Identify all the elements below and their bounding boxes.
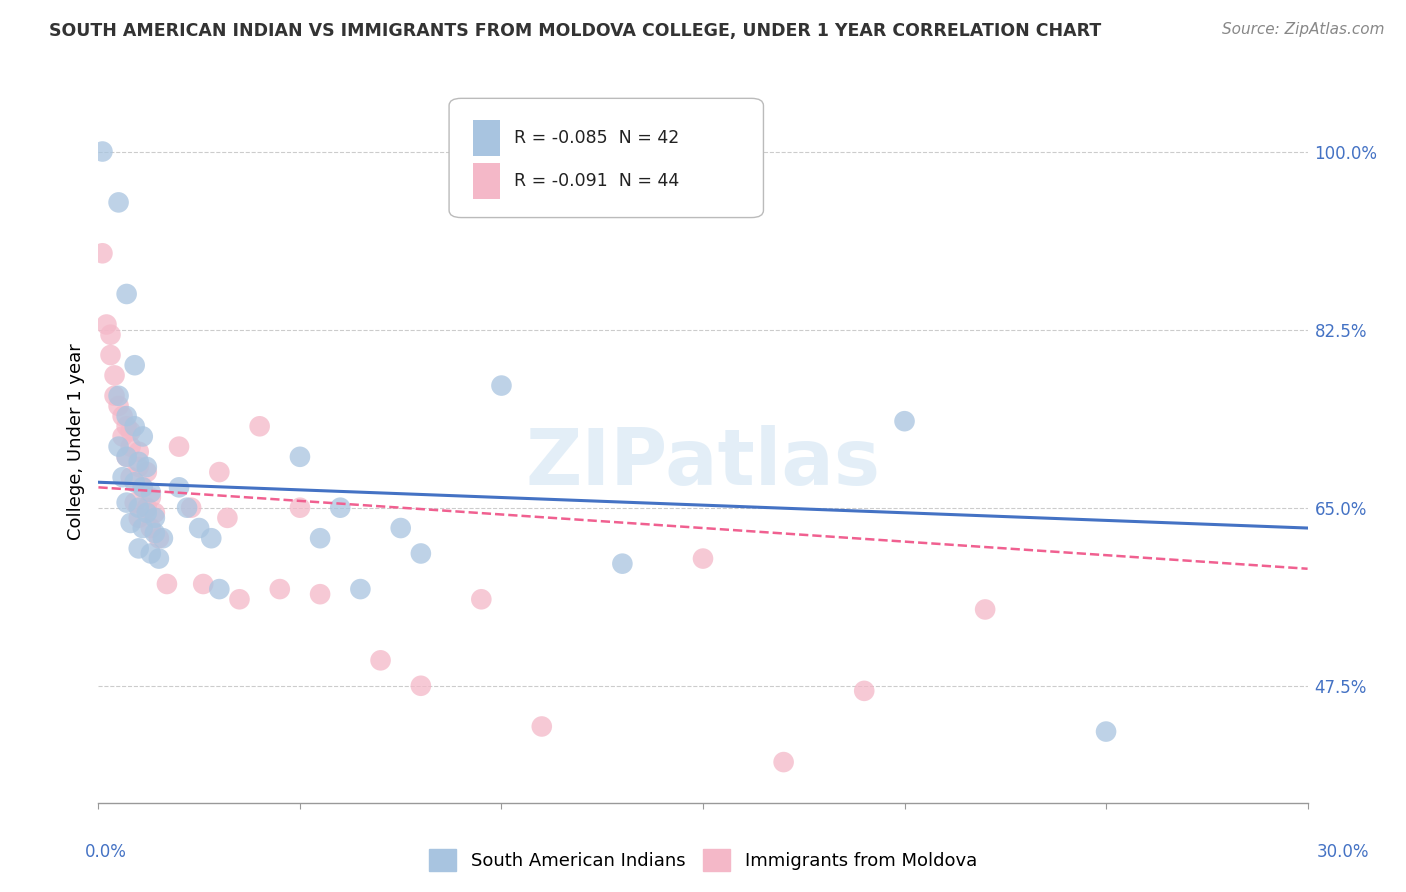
Point	[128, 444, 150, 458]
FancyBboxPatch shape	[449, 98, 763, 218]
Point	[139, 491, 162, 505]
Point	[148, 551, 170, 566]
Point	[120, 440, 142, 454]
Point	[132, 429, 155, 443]
Point	[115, 450, 138, 464]
Point	[124, 358, 146, 372]
Point	[208, 465, 231, 479]
Point	[107, 399, 129, 413]
Point	[128, 455, 150, 469]
Text: 0.0%: 0.0%	[84, 843, 127, 861]
Point	[288, 450, 311, 464]
Point	[893, 414, 915, 428]
Point	[167, 440, 190, 454]
Point	[132, 480, 155, 494]
Point	[269, 582, 291, 596]
Point	[228, 592, 250, 607]
Point	[692, 551, 714, 566]
Point	[115, 287, 138, 301]
Point	[111, 470, 134, 484]
Point	[772, 755, 794, 769]
Point	[111, 409, 134, 423]
Point	[132, 480, 155, 494]
Legend: South American Indians, Immigrants from Moldova: South American Indians, Immigrants from …	[422, 842, 984, 879]
Point	[135, 506, 157, 520]
Point	[156, 577, 179, 591]
Point	[288, 500, 311, 515]
Point	[530, 719, 553, 733]
Text: R = -0.085  N = 42: R = -0.085 N = 42	[515, 129, 679, 147]
Point	[111, 429, 134, 443]
Point	[217, 511, 239, 525]
Point	[128, 460, 150, 475]
Point	[309, 587, 332, 601]
Point	[107, 389, 129, 403]
Point	[100, 327, 122, 342]
Point	[120, 516, 142, 530]
Point	[128, 541, 150, 556]
Point	[143, 506, 166, 520]
Point	[409, 546, 432, 560]
Point	[100, 348, 122, 362]
Point	[124, 419, 146, 434]
Point	[135, 460, 157, 475]
Point	[143, 526, 166, 541]
Point	[107, 440, 129, 454]
Point	[96, 318, 118, 332]
Text: ZIPatlas: ZIPatlas	[526, 425, 880, 501]
Point	[128, 500, 150, 515]
Text: Source: ZipAtlas.com: Source: ZipAtlas.com	[1222, 22, 1385, 37]
Point	[107, 195, 129, 210]
Point	[309, 531, 332, 545]
Point	[409, 679, 432, 693]
Point	[167, 480, 190, 494]
Point	[120, 470, 142, 484]
Text: 30.0%: 30.0%	[1316, 843, 1369, 861]
Point	[128, 511, 150, 525]
Point	[139, 485, 162, 500]
Point	[200, 531, 222, 545]
Point	[120, 425, 142, 439]
Point	[180, 500, 202, 515]
Point	[91, 145, 114, 159]
Point	[612, 557, 634, 571]
Point	[974, 602, 997, 616]
Point	[370, 653, 392, 667]
Point	[135, 500, 157, 515]
Point	[91, 246, 114, 260]
FancyBboxPatch shape	[474, 163, 501, 200]
Point	[188, 521, 211, 535]
Point	[135, 465, 157, 479]
Point	[124, 475, 146, 490]
Point	[853, 684, 876, 698]
Point	[115, 450, 138, 464]
Point	[470, 592, 492, 607]
Point	[193, 577, 215, 591]
Point	[148, 531, 170, 545]
Point	[132, 521, 155, 535]
Point	[389, 521, 412, 535]
Point	[143, 511, 166, 525]
Point	[329, 500, 352, 515]
FancyBboxPatch shape	[474, 120, 501, 156]
Text: SOUTH AMERICAN INDIAN VS IMMIGRANTS FROM MOLDOVA COLLEGE, UNDER 1 YEAR CORRELATI: SOUTH AMERICAN INDIAN VS IMMIGRANTS FROM…	[49, 22, 1101, 40]
Point	[139, 546, 162, 560]
Point	[124, 495, 146, 509]
Point	[176, 500, 198, 515]
Point	[249, 419, 271, 434]
Point	[103, 389, 125, 403]
Point	[1095, 724, 1118, 739]
Point	[115, 495, 138, 509]
Point	[139, 521, 162, 535]
Point	[152, 531, 174, 545]
Point	[115, 409, 138, 423]
Text: R = -0.091  N = 44: R = -0.091 N = 44	[515, 172, 679, 190]
Y-axis label: College, Under 1 year: College, Under 1 year	[66, 343, 84, 540]
Point	[103, 368, 125, 383]
Point	[208, 582, 231, 596]
Point	[349, 582, 371, 596]
Point	[115, 419, 138, 434]
Point	[491, 378, 513, 392]
